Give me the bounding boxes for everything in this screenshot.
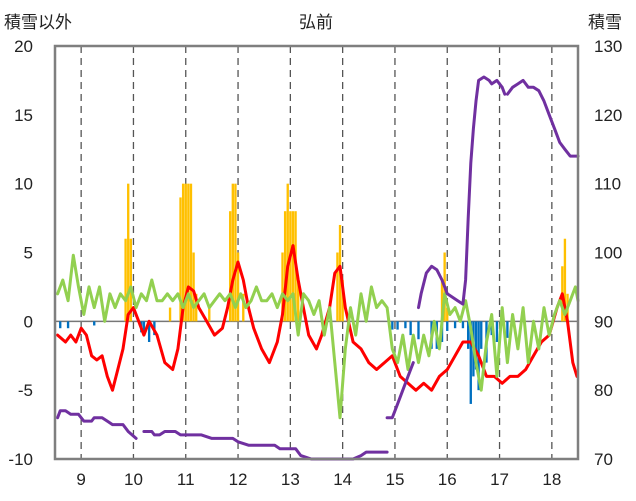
x-tick-label: 13 (281, 470, 300, 489)
y-right-tick-label: 70 (594, 450, 613, 469)
bar-series (59, 183, 569, 404)
snowfall-bar (231, 183, 234, 322)
chart-title: 弘前 (299, 13, 333, 33)
snowfall-bar (440, 280, 444, 322)
precip-negative-bar (461, 321, 465, 329)
tick-labels: 20 15 10 5 0 -5 -10 130 120 110 100 90 80 70 9 10 11 12 13… (8, 37, 622, 489)
y-left-tick-label: 20 (14, 37, 33, 56)
precip-negative-bar (59, 321, 62, 329)
y-right-tick-label: 100 (594, 244, 622, 263)
snowfall-bar (291, 211, 295, 322)
precip-negative-bar (147, 321, 151, 342)
grid-lines (55, 46, 578, 459)
snowfall-bar (341, 280, 344, 322)
y-left-tick-label: -10 (8, 450, 33, 469)
precip-negative-bar (391, 321, 394, 330)
snow-depth-line (56, 409, 138, 440)
y-left-tick-label: 15 (14, 106, 33, 125)
precip-negative-bar (466, 321, 470, 349)
precip-negative-bar (404, 321, 407, 329)
snowfall-bar (187, 183, 190, 322)
snowfall-bar (236, 252, 240, 322)
snowfall-bar (184, 183, 187, 322)
snow-depth-line (417, 75, 507, 310)
snowfall-bar (192, 252, 195, 322)
x-tick-label: 11 (177, 470, 195, 489)
snowfall-bar (283, 211, 287, 322)
left-axis-title: 積雪以外 (4, 13, 72, 33)
y-right-tick-label: 90 (594, 312, 613, 331)
precip-negative-bar (453, 321, 457, 329)
snowfall-bar (281, 252, 284, 322)
x-tick-label: 18 (542, 470, 561, 489)
snowfall-bar (286, 183, 289, 322)
snowfall-bar (446, 307, 449, 322)
snowfall-bar (234, 183, 237, 322)
x-tick-label: 16 (438, 470, 457, 489)
snowfall-bar (189, 183, 193, 322)
snow-depth-line (505, 78, 580, 158)
x-tick-label: 9 (76, 470, 85, 489)
precip-negative-bar (396, 321, 399, 330)
x-tick-label: 15 (385, 470, 404, 489)
snowfall-bar (195, 293, 198, 322)
x-tick-label: 10 (124, 470, 143, 489)
precip-negative-bar (506, 321, 509, 338)
snowfall-bar (336, 252, 339, 322)
plot-frame (53, 44, 580, 461)
line-series (56, 75, 580, 461)
snowfall-bar (563, 238, 567, 322)
precip-negative-bar (417, 321, 420, 340)
green-line-line (56, 253, 580, 420)
snow-depth-line (385, 361, 415, 420)
precip-negative-bar (474, 321, 478, 370)
y-right-tick-label: 110 (594, 175, 621, 194)
snow-depth-line (142, 430, 389, 461)
y-right-tick-label: 120 (594, 106, 622, 125)
precip-negative-bar (480, 321, 483, 349)
x-tick-label: 17 (490, 470, 509, 489)
y-left-tick-label: 0 (24, 312, 33, 331)
y-right-tick-label: 80 (594, 381, 613, 400)
x-tick-label: 14 (333, 470, 352, 489)
y-left-tick-label: 10 (14, 175, 33, 194)
right-axis-title: 積雪 (588, 13, 622, 33)
snowfall-bar (124, 238, 127, 322)
y-left-tick-label: 5 (24, 244, 33, 263)
precip-negative-bar (66, 321, 70, 329)
precip-negative-bar (446, 321, 449, 331)
precip-negative-bar (469, 321, 472, 404)
plot-border (53, 44, 580, 461)
precip-negative-bar (93, 321, 96, 326)
snowfall-bar (289, 211, 292, 322)
precip-negative-bar (142, 321, 146, 336)
snowfall-bar (242, 293, 245, 322)
snowfall-bar (297, 280, 300, 322)
precip-negative-bar (495, 321, 499, 342)
snowfall-bar (208, 307, 211, 322)
x-tick-label: 12 (229, 470, 248, 489)
precip-negative-bar (409, 321, 412, 336)
snowfall-bar (179, 197, 182, 322)
y-right-tick-label: 130 (594, 37, 622, 56)
snowfall-bar (181, 183, 185, 322)
y-left-tick-label: -5 (18, 381, 33, 400)
snowfall-bar (127, 183, 130, 322)
snowfall-bar (129, 238, 133, 322)
snowfall-bar (229, 211, 232, 322)
snowfall-bar (168, 307, 172, 322)
